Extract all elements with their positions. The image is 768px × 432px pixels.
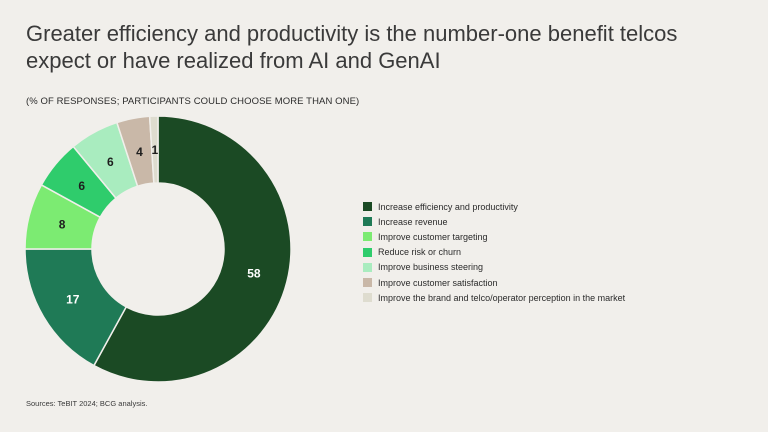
legend-label: Reduce risk or churn bbox=[378, 247, 462, 258]
legend-label: Improve customer satisfaction bbox=[378, 277, 498, 288]
legend-item-1: Increase efficiency and productivity bbox=[363, 199, 625, 214]
legend-label: Improve customer targeting bbox=[378, 231, 488, 242]
legend-label: Increase efficiency and productivity bbox=[378, 201, 518, 212]
legend-swatch bbox=[363, 202, 372, 212]
slice-value-label-7: 1 bbox=[152, 143, 159, 157]
legend-label: Increase revenue bbox=[378, 216, 448, 227]
legend-swatch bbox=[363, 262, 372, 272]
legend-swatch bbox=[363, 278, 372, 288]
slice-value-label-6: 4 bbox=[136, 145, 143, 159]
donut-slice-1 bbox=[92, 115, 292, 383]
chart-subtitle: (% OF RESPONSES; PARTICIPANTS COULD CHOO… bbox=[26, 96, 360, 107]
chart-title-line-2: expect or have realized from AI and GenA… bbox=[26, 48, 441, 73]
legend-item-7: Improve the brand and telco/operator per… bbox=[363, 290, 625, 305]
legend-item-3: Improve customer targeting bbox=[363, 229, 625, 244]
legend-label: Improve business steering bbox=[378, 262, 484, 273]
legend-label: Improve the brand and telco/operator per… bbox=[378, 292, 626, 303]
legend-swatch bbox=[363, 293, 372, 303]
chart-legend: Increase efficiency and productivity Incr… bbox=[363, 199, 625, 305]
legend-swatch bbox=[363, 232, 372, 242]
slice-value-label-4: 6 bbox=[78, 179, 85, 193]
legend-swatch bbox=[363, 217, 372, 227]
slice-value-label-2: 17 bbox=[66, 292, 80, 306]
donut-slice-7 bbox=[148, 115, 159, 184]
legend-item-6: Improve customer satisfaction bbox=[363, 275, 625, 290]
slice-value-label-3: 8 bbox=[59, 217, 66, 231]
legend-swatch bbox=[363, 247, 372, 257]
chart-title-line-1: Greater efficiency and productivity is t… bbox=[26, 21, 678, 46]
legend-item-5: Improve business steering bbox=[363, 260, 625, 275]
legend-item-4: Reduce risk or churn bbox=[363, 245, 625, 260]
legend-item-2: Increase revenue bbox=[363, 214, 625, 229]
source-note: Sources: TeBIT 2024; BCG analysis. bbox=[26, 399, 148, 408]
slice-value-label-1: 58 bbox=[247, 267, 261, 281]
chart-title: Greater efficiency and productivity is t… bbox=[26, 20, 746, 74]
slice-value-label-5: 6 bbox=[107, 155, 114, 169]
